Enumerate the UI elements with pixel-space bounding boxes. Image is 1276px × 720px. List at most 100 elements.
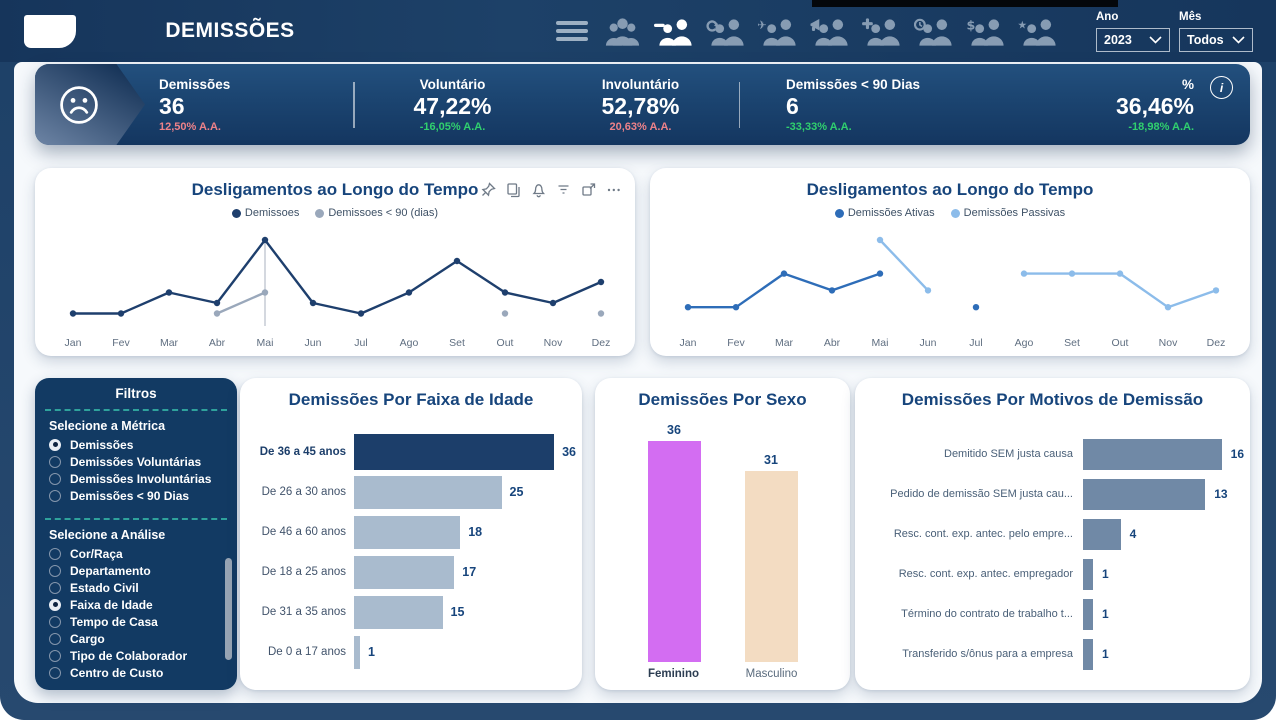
analysis-option[interactable]: Estado Civil bbox=[35, 579, 237, 596]
svg-text:✈: ✈ bbox=[758, 18, 767, 32]
bar[interactable] bbox=[354, 595, 443, 629]
radio-icon bbox=[49, 615, 61, 628]
analysis-section-label: Selecione a Análise bbox=[49, 528, 166, 542]
category-label: Feminino bbox=[647, 668, 700, 680]
radio-icon bbox=[49, 598, 61, 611]
people-group-icon[interactable] bbox=[602, 17, 643, 47]
people-dollar-icon[interactable]: $ bbox=[966, 17, 1007, 47]
chart-title: Demissões Por Motivos de Demissão bbox=[901, 390, 1204, 409]
year-dropdown[interactable]: 2023 bbox=[1096, 28, 1170, 52]
kpi-label: % bbox=[1182, 76, 1195, 92]
card-by-sex: Demissões Por Sexo 36 31 Feminino Masculin… bbox=[595, 378, 850, 690]
legend-item[interactable]: Demissoes bbox=[231, 207, 300, 219]
legend-left: Demissoes Demissoes < 90 (dias) bbox=[35, 207, 635, 219]
header: DEMISSÕES ✈ $ ★ Ano 2023 Mês Todos bbox=[0, 0, 1276, 62]
bar[interactable] bbox=[647, 440, 701, 662]
bar[interactable] bbox=[354, 635, 360, 669]
bar[interactable] bbox=[354, 434, 555, 470]
card-by-reason: Demissões Por Motivos de Demissão Demiti… bbox=[855, 378, 1250, 690]
scrollbar-thumb[interactable] bbox=[225, 558, 232, 660]
kpi-label: Voluntário bbox=[419, 76, 486, 92]
focus-mode-icon[interactable] bbox=[581, 182, 597, 198]
metric-option[interactable]: Demissões < 90 Dias bbox=[35, 487, 237, 504]
metric-option[interactable]: Demissões bbox=[35, 436, 237, 453]
analysis-option[interactable]: Faixa de Idade bbox=[35, 596, 237, 613]
bar[interactable] bbox=[354, 555, 455, 589]
legend-label: Demissoes bbox=[244, 207, 300, 219]
bar[interactable] bbox=[354, 475, 502, 509]
svg-text:Mai: Mai bbox=[872, 337, 889, 349]
copy-icon[interactable] bbox=[506, 182, 522, 198]
chevron-down-icon bbox=[1232, 36, 1245, 44]
bar[interactable] bbox=[1083, 518, 1121, 550]
menu-icon[interactable] bbox=[556, 21, 588, 45]
data-label: 4 bbox=[1129, 527, 1137, 541]
more-options-icon[interactable] bbox=[606, 182, 622, 198]
people-refresh-icon[interactable] bbox=[706, 17, 747, 47]
people-plus-icon[interactable] bbox=[862, 17, 903, 47]
age-bar-row: De 18 a 25 anos 17 bbox=[246, 552, 576, 592]
people-megaphone-icon[interactable] bbox=[810, 17, 851, 47]
line-chart-demissoes[interactable]: Jan Fev Mar Abr Mai Jun Jul Ago Set Out Nov Dez bbox=[43, 226, 627, 354]
svg-text:Jan: Jan bbox=[65, 337, 82, 349]
kpi-delta: -16,05% A.A. bbox=[419, 120, 486, 133]
data-label: 36 bbox=[667, 422, 681, 437]
radio-label: Tipo de Colaborador bbox=[70, 648, 188, 663]
radio-icon bbox=[49, 547, 61, 560]
alert-icon[interactable] bbox=[531, 182, 547, 198]
radio-icon bbox=[49, 649, 61, 662]
bar[interactable] bbox=[1083, 598, 1093, 630]
analysis-radio-list: Cor/Raça Departamento Estado Civil Faixa de… bbox=[35, 545, 237, 681]
svg-text:★: ★ bbox=[1018, 19, 1027, 32]
people-star-icon[interactable]: ★ bbox=[1018, 17, 1059, 47]
legend-item[interactable]: Demissoes < 90 (dias) bbox=[315, 207, 438, 219]
filters-title: Filtros bbox=[115, 386, 157, 401]
month-dropdown[interactable]: Todos bbox=[1179, 28, 1253, 52]
svg-text:Jun: Jun bbox=[920, 337, 937, 349]
kpi-value: 6 bbox=[786, 92, 799, 119]
person-minus-demissoes-icon[interactable] bbox=[654, 17, 695, 47]
info-icon[interactable]: i bbox=[1210, 76, 1233, 99]
legend-item[interactable]: Demissões Passivas bbox=[950, 207, 1065, 219]
radio-label: Cargo bbox=[70, 631, 105, 646]
kpi-value: 52,78% bbox=[601, 92, 680, 119]
bar[interactable] bbox=[1083, 478, 1206, 510]
analysis-option[interactable]: Tempo de Casa bbox=[35, 613, 237, 630]
divider bbox=[45, 409, 227, 411]
radio-label: Tempo de Casa bbox=[70, 614, 158, 629]
bar[interactable] bbox=[1083, 558, 1093, 590]
svg-text:Mar: Mar bbox=[775, 337, 794, 349]
radio-label: Demissões < 90 Dias bbox=[70, 488, 190, 503]
age-bar-chart: De 36 a 45 anos 36 De 26 a 30 anos 25 De 46 … bbox=[246, 432, 576, 672]
metric-option[interactable]: Demissões Involuntárias bbox=[35, 470, 237, 487]
radio-label: Demissões bbox=[70, 437, 134, 452]
bar[interactable] bbox=[744, 471, 798, 662]
sad-face-icon bbox=[60, 85, 98, 124]
line-chart-ativas-passivas[interactable]: Jan Fev Mar Abr Mai Jun Jul Ago Set Out Nov Dez bbox=[658, 226, 1242, 354]
analysis-option[interactable]: Cor/Raça bbox=[35, 545, 237, 562]
people-clock-icon[interactable] bbox=[913, 17, 955, 47]
bar[interactable] bbox=[354, 515, 461, 549]
analysis-option[interactable]: Centro de Custo bbox=[35, 664, 237, 681]
legend-item[interactable]: Demissões Ativas bbox=[834, 207, 935, 219]
metric-option[interactable]: Demissões Voluntárias bbox=[35, 453, 237, 470]
radio-label: Demissões Voluntárias bbox=[70, 454, 202, 469]
bar[interactable] bbox=[1083, 638, 1093, 670]
analysis-option[interactable]: Tipo de Colaborador bbox=[35, 647, 237, 664]
filter-icon[interactable] bbox=[556, 182, 572, 198]
category-label: Pedido de demissão SEM justa cau... bbox=[890, 488, 1073, 500]
radio-icon bbox=[49, 632, 61, 645]
analysis-option[interactable]: Cargo bbox=[35, 630, 237, 647]
pin-icon[interactable] bbox=[481, 182, 497, 198]
metric-section-label: Selecione a Métrica bbox=[49, 419, 166, 433]
data-label: 1 bbox=[368, 645, 375, 659]
category-label: Resc. cont. exp. antec. pelo empre... bbox=[893, 528, 1073, 540]
bar[interactable] bbox=[1083, 438, 1222, 470]
category-label: De 46 a 60 anos bbox=[261, 526, 346, 538]
category-label: Transferido s/ônus para a empresa bbox=[902, 648, 1073, 660]
chart-title: Desligamentos ao Longo do Tempo bbox=[806, 180, 1094, 199]
people-airplane-icon[interactable]: ✈ bbox=[757, 17, 799, 47]
analysis-option[interactable]: Departamento bbox=[35, 562, 237, 579]
category-label: Resc. cont. exp. antec. empregador bbox=[898, 568, 1073, 580]
kpi-label: Involuntário bbox=[601, 76, 680, 92]
